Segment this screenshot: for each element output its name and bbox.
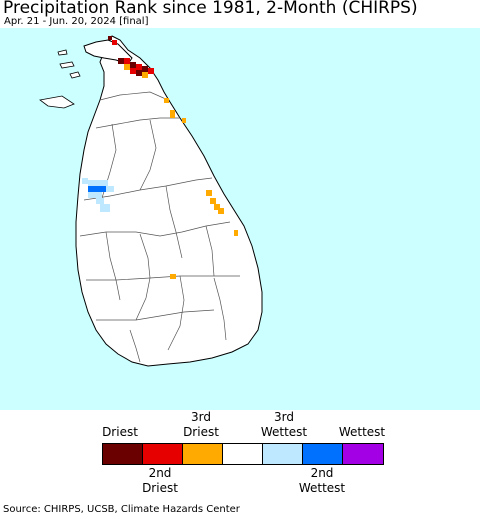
legend-swatch-3rd-wettest (263, 444, 303, 464)
legend-label-driest: Driest (102, 425, 138, 439)
legend-swatch-driest (103, 444, 143, 464)
map-area (0, 28, 480, 410)
sri-lanka-map (39, 35, 263, 367)
legend-label-2nd-wettest: 2nd Wettest (298, 466, 346, 495)
source-credit: Source: CHIRPS, UCSB, Climate Hazards Ce… (3, 504, 240, 515)
map-subtitle: Apr. 21 - Jun. 20, 2024 [final] (4, 16, 149, 27)
legend-label-3rd-wettest: 3rd Wettest (260, 410, 308, 439)
legend-swatch-2nd-driest (143, 444, 183, 464)
mannar-island (39, 95, 75, 109)
island (59, 61, 75, 69)
legend-label-wettest: Wettest (338, 425, 386, 439)
legend-swatch-wettest (343, 444, 383, 464)
legend-swatch-3rd-driest (183, 444, 223, 464)
legend-label-3rd-driest: 3rd Driest (183, 410, 219, 439)
rank-cells-east (170, 190, 238, 279)
rank-cells-north (108, 36, 186, 123)
island (69, 71, 81, 79)
rank-cells-west (82, 178, 114, 212)
map-title: Precipitation Rank since 1981, 2-Month (… (3, 0, 418, 18)
legend-swatch-2nd-wettest (303, 444, 343, 464)
legend-label-2nd-driest: 2nd Driest (142, 466, 178, 495)
legend-color-bar (102, 443, 384, 465)
legend-swatch-normal (223, 444, 263, 464)
island (57, 49, 68, 56)
district-boundaries (79, 91, 240, 363)
